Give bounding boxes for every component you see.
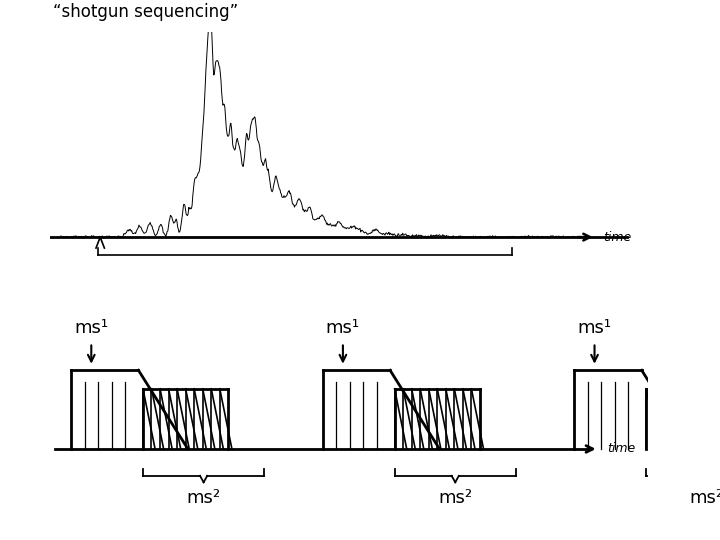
Text: ms²: ms² [438,489,472,507]
Text: ms¹: ms¹ [326,319,360,337]
Text: ms¹: ms¹ [577,319,611,337]
Text: ms²: ms² [690,489,720,507]
Text: time: time [608,442,636,455]
Text: “shotgun sequencing”: “shotgun sequencing” [53,3,238,21]
Text: time: time [603,231,631,244]
Text: ms²: ms² [186,489,221,507]
Text: ms¹: ms¹ [74,319,108,337]
